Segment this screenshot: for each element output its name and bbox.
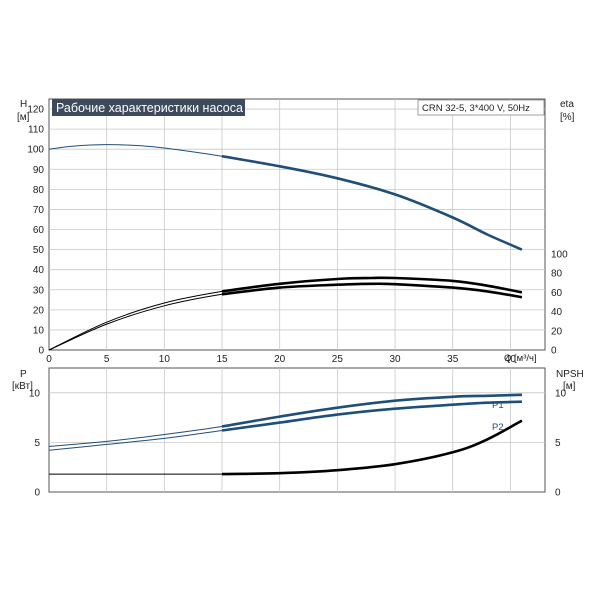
eta-curve-upper-thick: [221, 276, 523, 294]
y-left-tick-label: 10: [33, 325, 45, 336]
y-right-tick-label: 5: [555, 438, 561, 449]
y-right-tick-label: 100: [551, 250, 568, 261]
y-left-tick-label: 60: [33, 225, 45, 236]
y-right-tick-label: 80: [551, 269, 563, 280]
y-left-tick-label: 90: [33, 165, 45, 176]
x-tick-label: 20: [274, 354, 286, 365]
x-tick-label: 5: [104, 354, 110, 365]
y-left-tick-label: 10: [29, 388, 41, 399]
y-left-tick-label: 80: [33, 185, 45, 196]
y-left-tick-label: 20: [33, 305, 45, 316]
eta-curve-lower-thick: [221, 282, 523, 299]
y-right-tick-label: 0: [555, 488, 561, 499]
y-right-tick-label: 40: [551, 307, 563, 318]
top-plot-frame: [48, 98, 546, 351]
y-right-unit-top: [%]: [560, 112, 575, 123]
y-left-tick-label: 50: [33, 245, 45, 256]
p2-curve-thick: [221, 400, 522, 432]
series-layer: [48, 144, 523, 476]
y-left-label-bottom: P: [20, 369, 27, 380]
head-curve-thick: [221, 154, 523, 251]
x-tick-label: 30: [389, 354, 401, 365]
y-left-unit-top: [м]: [17, 112, 30, 123]
y-right-tick-label: 0: [551, 346, 557, 357]
x-axis-label: Q [м³/ч]: [504, 353, 537, 364]
y-left-unit-bottom: [кВт]: [12, 381, 33, 392]
x-tick-label: 25: [332, 354, 344, 365]
y-right-unit-bottom: [м]: [563, 381, 576, 392]
y-right-tick-label: 20: [551, 326, 563, 337]
y-left-tick-label: 0: [38, 346, 44, 357]
p1-curve-thick: [221, 393, 522, 428]
y-right-tick-label: 60: [551, 288, 563, 299]
subtitle-box: [417, 99, 545, 116]
y-left-tick-label: 70: [33, 205, 45, 216]
npsh-curve-thick: [221, 419, 523, 476]
chart-subtitle: CRN 32-5, 3*400 V, 50Hz: [422, 103, 530, 114]
y-left-tick-label: 100: [27, 145, 44, 156]
x-tick-label: 15: [216, 354, 228, 365]
title-box: [52, 99, 245, 116]
x-tick-label: 0: [46, 354, 52, 365]
y-left-tick-label: 30: [33, 285, 45, 296]
y-right-tick-label: 10: [555, 388, 567, 399]
y-left-tick-label: 120: [27, 105, 44, 116]
chart-title: Рабочие характеристики насоса: [56, 101, 243, 115]
x-tick-label: 10: [159, 354, 171, 365]
y-left-tick-label: 110: [28, 125, 44, 136]
y-left-tick-label: 0: [34, 488, 40, 499]
series-label-p1: P1: [492, 400, 504, 411]
series-label-p2: P2: [492, 422, 504, 433]
y-left-label-top: H: [20, 99, 27, 110]
y-right-label-top: eta: [560, 99, 574, 110]
x-tick-label: 40: [505, 354, 517, 365]
x-tick-label: 35: [447, 354, 459, 365]
y-left-tick-label: 5: [34, 438, 40, 449]
y-left-tick-label: 40: [33, 265, 45, 276]
tick-layer: 0 5 10 15 20 25 30 35 40010203040506070809010011…: [27, 105, 568, 499]
y-right-label-bottom: NPSH: [556, 369, 584, 380]
